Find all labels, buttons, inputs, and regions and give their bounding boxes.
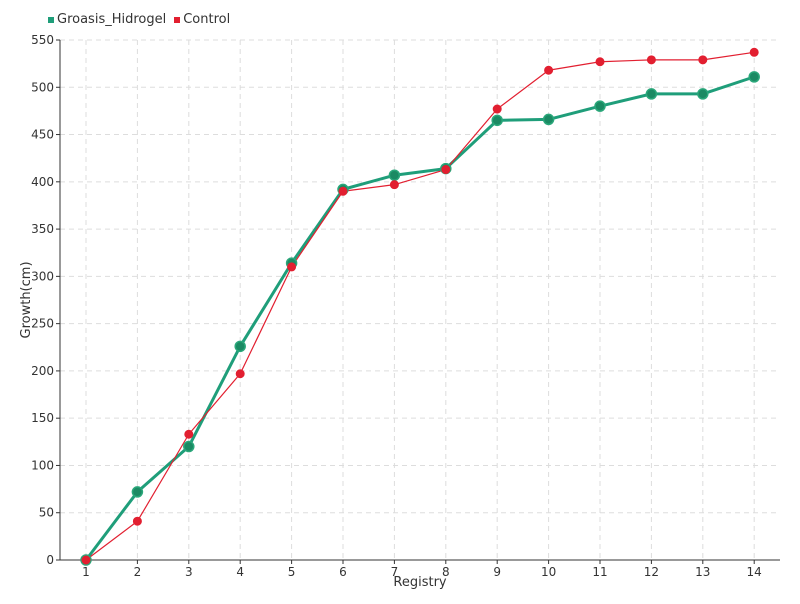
y-tick-label: 250 xyxy=(31,317,54,331)
x-tick-label: 12 xyxy=(644,565,659,579)
legend-swatch-groasis-hidrogel xyxy=(48,16,54,23)
x-tick-label: 13 xyxy=(695,565,710,579)
legend-item-groasis-hidrogel[interactable]: Groasis_Hidrogel xyxy=(48,12,166,27)
y-axis-label: Growth(cm) xyxy=(19,261,34,338)
data-point-control xyxy=(184,429,194,439)
y-tick-label: 550 xyxy=(31,33,54,47)
data-point-control xyxy=(595,57,605,67)
data-point-control xyxy=(544,65,554,75)
legend-swatch-control xyxy=(174,16,181,23)
series-line-groasis-hidrogel xyxy=(84,75,755,561)
x-tick-label: 9 xyxy=(493,565,501,579)
y-tick-label: 100 xyxy=(31,458,54,472)
data-point-groasis-hidrogel xyxy=(697,88,709,100)
y-tick-label: 400 xyxy=(31,175,54,189)
data-point-control xyxy=(749,47,759,57)
y-tick-label: 0 xyxy=(46,553,54,567)
data-point-groasis-hidrogel xyxy=(594,100,606,112)
data-point-groasis-hidrogel xyxy=(234,340,246,353)
x-tick-label: 2 xyxy=(134,565,142,579)
data-point-control xyxy=(698,55,708,65)
x-tick-label: 4 xyxy=(236,565,244,579)
data-point-groasis-hidrogel xyxy=(388,169,401,181)
legend: Groasis_Hidrogel Control xyxy=(48,12,230,27)
legend-label-control: Control xyxy=(183,12,231,27)
data-point-groasis-hidrogel xyxy=(491,114,503,127)
data-point-control xyxy=(338,186,348,196)
data-point-groasis-hidrogel xyxy=(131,486,144,498)
x-axis-label: Registry xyxy=(393,575,447,590)
y-tick-label: 300 xyxy=(31,269,54,283)
x-tick-label: 14 xyxy=(747,565,762,579)
data-point-control xyxy=(389,180,399,190)
y-tick-label: 500 xyxy=(31,80,54,94)
data-point-control xyxy=(235,369,245,379)
x-tick-label: 3 xyxy=(185,565,193,579)
data-point-groasis-hidrogel xyxy=(183,440,195,453)
x-tick-label: 1 xyxy=(82,565,90,579)
series-lines xyxy=(80,47,760,566)
data-point-control xyxy=(492,104,502,114)
y-tick-label: 150 xyxy=(31,411,54,425)
x-tick-label: 6 xyxy=(339,565,347,579)
data-point-control xyxy=(287,262,297,272)
x-tick-label: 8 xyxy=(442,565,450,579)
series-line-control xyxy=(85,51,755,561)
data-point-control xyxy=(646,55,656,65)
x-tick-label: 11 xyxy=(592,565,607,579)
data-point-control xyxy=(441,165,451,175)
legend-label-groasis-hidrogel: Groasis_Hidrogel xyxy=(57,12,167,27)
data-point-control xyxy=(132,516,142,526)
y-tick-label: 450 xyxy=(31,128,54,142)
grid-lines xyxy=(60,39,780,560)
x-tick-label: 5 xyxy=(288,565,296,579)
x-tick-label: 7 xyxy=(391,565,399,579)
y-tick-label: 50 xyxy=(39,506,54,520)
y-tick-label: 200 xyxy=(31,364,54,378)
legend-item-control[interactable]: Control xyxy=(174,12,230,27)
data-point-groasis-hidrogel xyxy=(748,71,760,83)
y-tick-label: 350 xyxy=(31,222,54,236)
data-point-groasis-hidrogel xyxy=(542,113,555,126)
data-point-groasis-hidrogel xyxy=(645,88,658,100)
x-tick-label: 10 xyxy=(541,565,556,579)
data-point-control xyxy=(81,555,91,565)
axes xyxy=(59,40,780,561)
